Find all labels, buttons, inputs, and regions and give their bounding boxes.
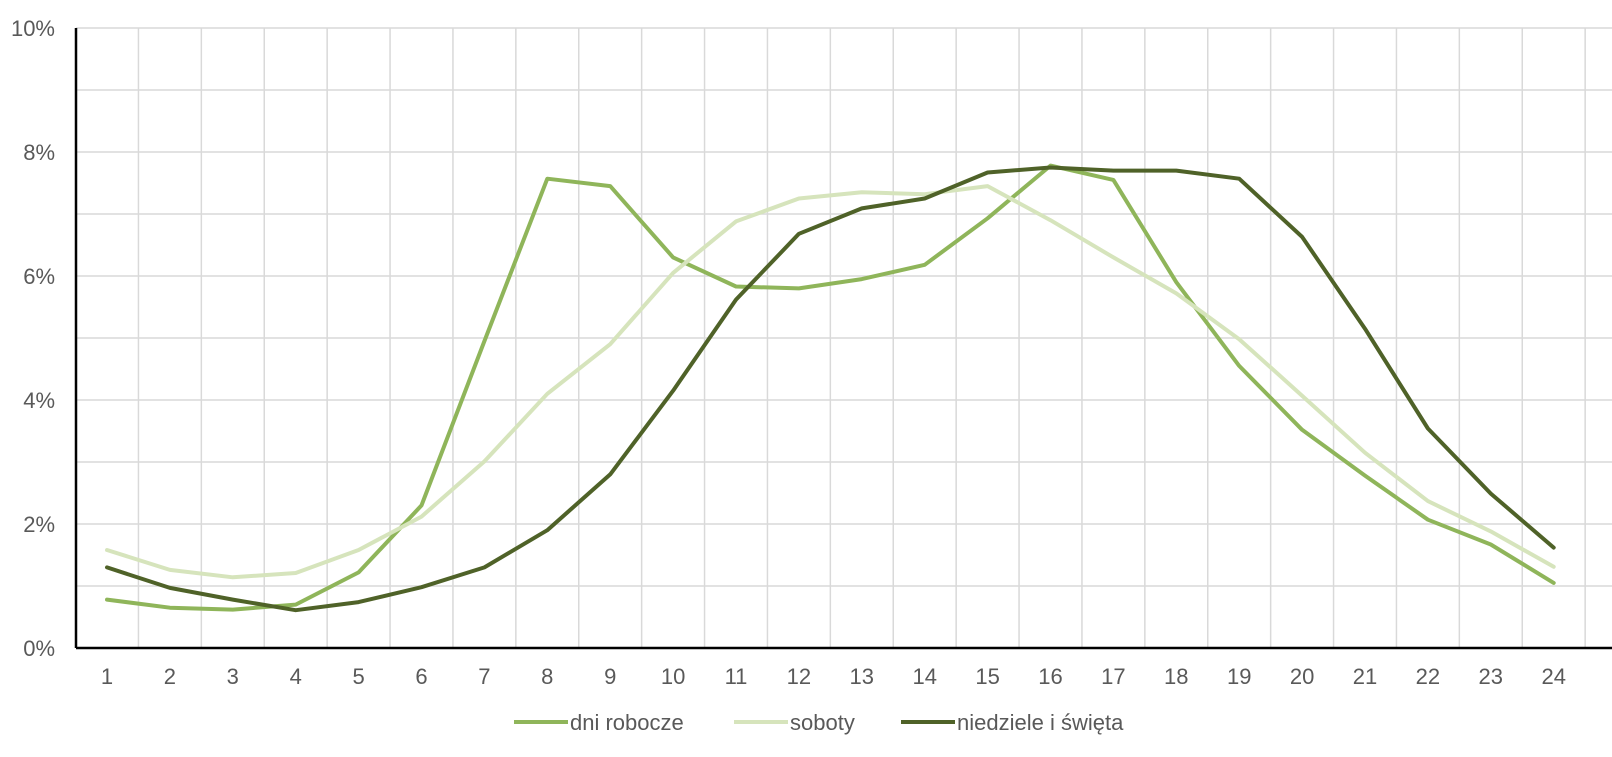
y-tick-label: 8% (23, 140, 55, 165)
x-tick-label: 20 (1290, 664, 1314, 689)
grid (76, 27, 1612, 648)
legend-label: soboty (790, 710, 855, 735)
x-tick-label: 22 (1416, 664, 1440, 689)
series-line-3 (105, 165, 1556, 613)
x-tick-label: 23 (1479, 664, 1503, 689)
y-axis-tick-labels: 0% 2% 4% 6% 8% 10% (11, 16, 55, 661)
x-tick-label: 11 (725, 664, 748, 689)
x-tick-label: 14 (912, 664, 936, 689)
x-tick-label: 10 (661, 664, 685, 689)
x-tick-label: 4 (290, 664, 302, 689)
y-tick-label: 0% (23, 636, 55, 661)
x-tick-label: 16 (1038, 664, 1062, 689)
x-tick-label: 18 (1164, 664, 1188, 689)
series-line-2 (105, 184, 1556, 580)
y-tick-label: 2% (23, 512, 55, 537)
legend-label: dni robocze (570, 710, 684, 735)
y-tick-label: 10% (11, 16, 55, 41)
x-tick-label: 19 (1227, 664, 1251, 689)
x-tick-label: 3 (227, 664, 239, 689)
x-axis-tick-labels: 1 2 3 4 5 6 7 8 9 10 11 12 13 14 15 16 17 18 19 20 21 22 23 24 (101, 664, 1566, 689)
y-tick-label: 4% (23, 388, 55, 413)
series-line-1 (105, 163, 1556, 612)
series-lines (105, 163, 1556, 613)
x-tick-label: 2 (164, 664, 176, 689)
x-tick-label: 21 (1353, 664, 1377, 689)
x-tick-label: 13 (850, 664, 874, 689)
legend-label: niedziele i święta (957, 710, 1124, 735)
x-tick-label: 15 (975, 664, 999, 689)
x-tick-label: 8 (541, 664, 553, 689)
legend: dni robocze soboty niedziele i święta (514, 710, 1124, 735)
x-tick-label: 5 (352, 664, 364, 689)
x-tick-label: 12 (787, 664, 811, 689)
x-tick-label: 17 (1101, 664, 1125, 689)
x-tick-label: 7 (478, 664, 490, 689)
x-tick-label: 9 (604, 664, 616, 689)
x-tick-label: 1 (101, 664, 113, 689)
x-tick-label: 6 (415, 664, 427, 689)
y-tick-label: 6% (23, 264, 55, 289)
axes (74, 28, 1612, 650)
x-tick-label: 24 (1541, 664, 1565, 689)
